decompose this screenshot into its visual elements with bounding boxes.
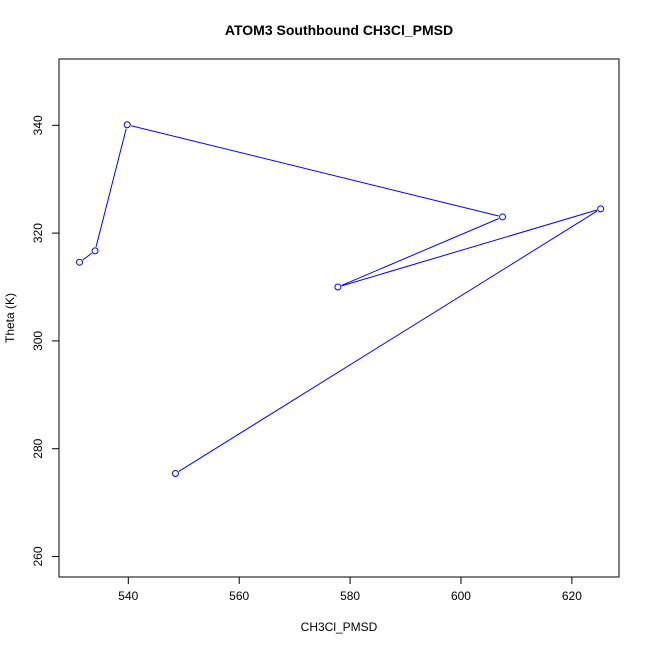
- y-tick-label: 340: [31, 115, 45, 135]
- data-point: [123, 121, 131, 129]
- x-tick-label: 580: [340, 589, 360, 603]
- data-point: [597, 205, 605, 213]
- series-line-segment: [341, 218, 500, 286]
- y-tick-label: 320: [31, 223, 45, 243]
- data-point: [76, 258, 84, 266]
- x-tick-label: 600: [451, 589, 471, 603]
- x-tick-label: 620: [562, 589, 582, 603]
- series-line-segment: [130, 125, 499, 217]
- plot-frame: [58, 58, 620, 578]
- x-tick-label: 560: [229, 589, 249, 603]
- data-point: [334, 283, 342, 291]
- series-layer: [76, 121, 605, 478]
- y-axis: 260 280 300 320 340: [31, 115, 59, 567]
- x-tick-label: 540: [118, 589, 138, 603]
- y-tick-label: 260: [31, 546, 45, 566]
- data-point: [171, 470, 179, 478]
- y-tick-label: 300: [31, 331, 45, 351]
- x-axis: 540 560 580 600 620: [118, 577, 582, 603]
- y-tick-label: 280: [31, 438, 45, 458]
- series-line-segment: [341, 209, 598, 287]
- series-line-segment: [82, 252, 93, 261]
- series-line-segment: [178, 210, 598, 472]
- y-axis-label: Theta (K): [3, 293, 17, 343]
- series-line-segment: [95, 128, 127, 248]
- data-point: [499, 213, 507, 221]
- chart-title: ATOM3 Southbound CH3Cl_PMSD: [225, 22, 453, 38]
- x-axis-label: CH3Cl_PMSD: [301, 620, 378, 634]
- data-point: [91, 247, 99, 255]
